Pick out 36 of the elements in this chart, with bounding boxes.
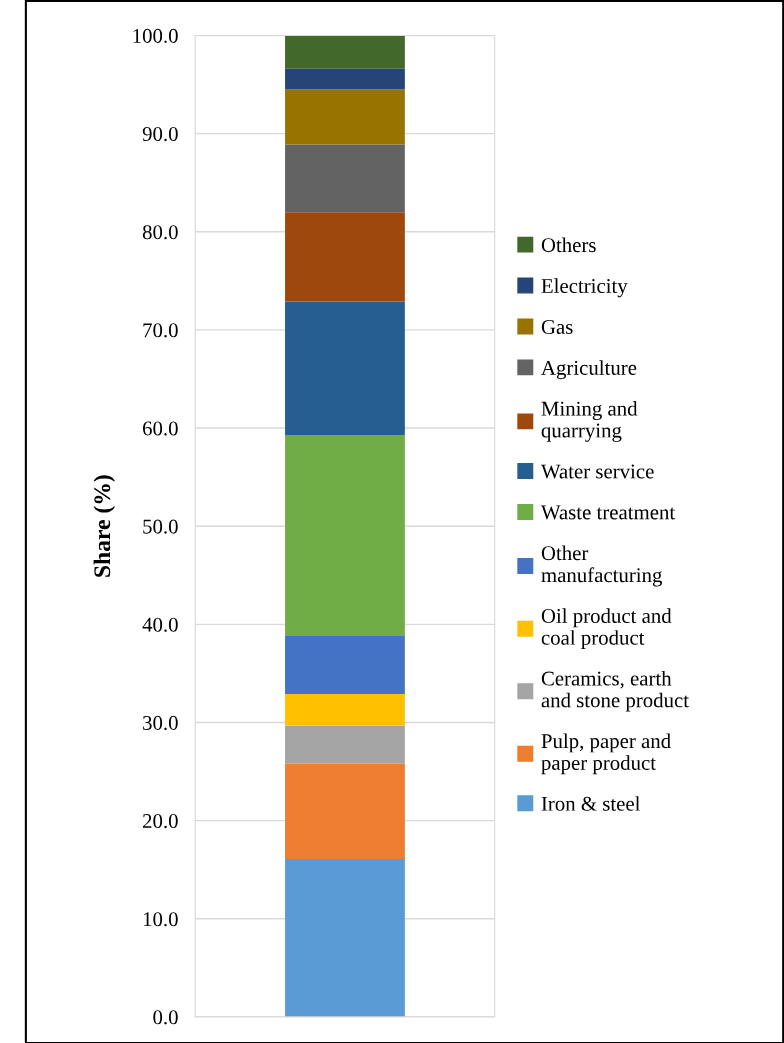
bar [285,434,405,636]
y-tick-label: 90.0 [142,126,178,142]
y-tick-label: 70.0 [143,323,178,338]
y-tick-label: 10.0 [143,912,178,927]
y-tick-label: 50.0 [143,519,178,534]
y-tick-label: 40.0 [142,617,178,632]
y-axis-title: Share (%) [93,475,116,577]
bar [285,144,405,213]
bar [285,858,405,1017]
legend-label: Mining and quarrying [541,401,638,442]
legend-label: Others [541,237,596,253]
bar [285,89,405,145]
y-tick-label: 20.0 [143,814,178,829]
bar [285,68,405,90]
y-tick-label: 80.0 [142,225,178,240]
legend-label: Gas [541,319,573,334]
bar [285,635,405,695]
legend-label: Ceramics, earth and stone product [541,670,689,712]
bar [285,694,405,726]
bar [285,301,405,435]
y-tick-label: 0.0 [153,1010,178,1025]
legend-label: Oil product and coal product [541,608,672,650]
y-tick-label: 60.0 [142,421,178,436]
legend-label: Other manufacturing [541,545,663,587]
legend-label: Waste treatment [540,505,676,520]
legend-label: Electricity [541,278,628,298]
legend-label: Water service [540,464,654,479]
bar [285,725,405,764]
y-tick-label: 30.0 [143,715,178,731]
legend-label: Pulp, paper and paper product [541,733,671,775]
bar [285,35,405,69]
legend-label: Iron & steel [541,796,641,811]
bar [285,763,405,859]
bar [285,212,405,302]
legend-label: Agriculture [541,360,637,380]
y-tick-label: 100.0 [133,28,178,43]
